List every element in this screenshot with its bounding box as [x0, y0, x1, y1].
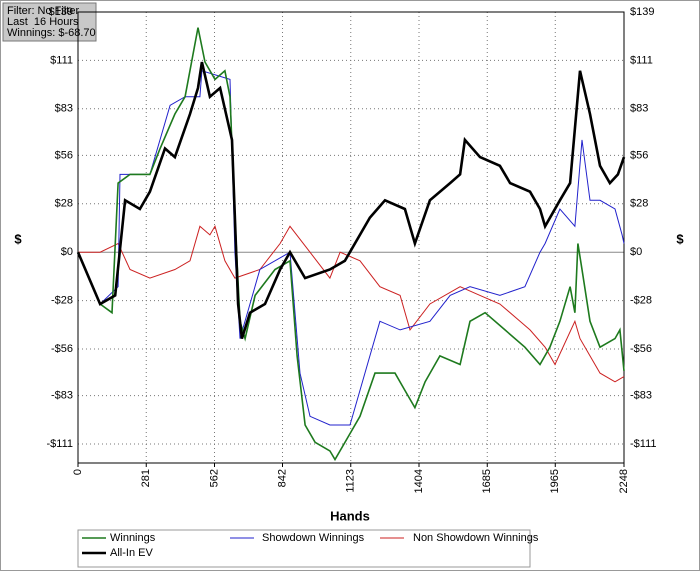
series-line: [76, 61, 626, 339]
x-tick-label: 2248: [618, 469, 630, 493]
plot-border: [77, 11, 625, 464]
legend-label: Showdown Winnings: [262, 532, 365, 544]
x-tick-label: 1123: [345, 469, 357, 493]
x-tick-label: 842: [276, 469, 288, 487]
legend-label: Winnings: [110, 532, 156, 544]
y2-tick-label: -$83: [630, 390, 652, 402]
y-tick-label: $111: [50, 54, 73, 66]
y2-tick-label: -$111: [630, 438, 657, 450]
y2-tick-label: $0: [630, 246, 642, 258]
y-tick-label: -$56: [51, 343, 73, 355]
y-tick-label: -$28: [51, 294, 73, 306]
y-tick-label: $139: [49, 6, 73, 18]
y2-axis-label: $: [676, 231, 684, 246]
x-tick-label: 1965: [549, 469, 561, 493]
y-tick-label: $56: [55, 149, 73, 161]
info-line: Winnings: $-68.70: [7, 27, 96, 39]
y2-tick-label: $56: [630, 149, 648, 161]
x-tick-label: 1685: [481, 469, 493, 493]
x-tick-label: 281: [140, 469, 152, 487]
series-line: [78, 225, 625, 383]
y2-tick-label: $111: [630, 54, 653, 66]
y2-tick-label: -$28: [630, 294, 652, 306]
y2-tick-label: $28: [630, 198, 648, 210]
y2-tick-label: $139: [630, 6, 654, 18]
x-tick-label: 1404: [413, 469, 425, 493]
legend-label: All-In EV: [110, 547, 153, 559]
y2-tick-label: -$56: [630, 343, 652, 355]
series-line: [77, 27, 625, 462]
y-tick-label: $0: [61, 246, 73, 258]
y-tick-label: -$83: [51, 390, 73, 402]
series-line: [77, 70, 625, 426]
y-tick-label: $83: [55, 103, 73, 115]
y-tick-label: $28: [55, 198, 73, 210]
legend: [77, 529, 531, 568]
legend-label: Non Showdown Winnings: [413, 532, 539, 544]
x-tick-label: 0: [72, 469, 84, 475]
info-line: Filter: No Filter: [7, 5, 79, 17]
y2-tick-label: $83: [630, 103, 648, 115]
info-line: Last 16 Hours: [7, 16, 79, 28]
y-tick-label: -$111: [46, 438, 73, 450]
info-box: [2, 2, 97, 42]
x-axis-label: Hands: [330, 508, 370, 523]
y-axis-label: $: [14, 231, 22, 246]
x-tick-label: 562: [208, 469, 220, 487]
